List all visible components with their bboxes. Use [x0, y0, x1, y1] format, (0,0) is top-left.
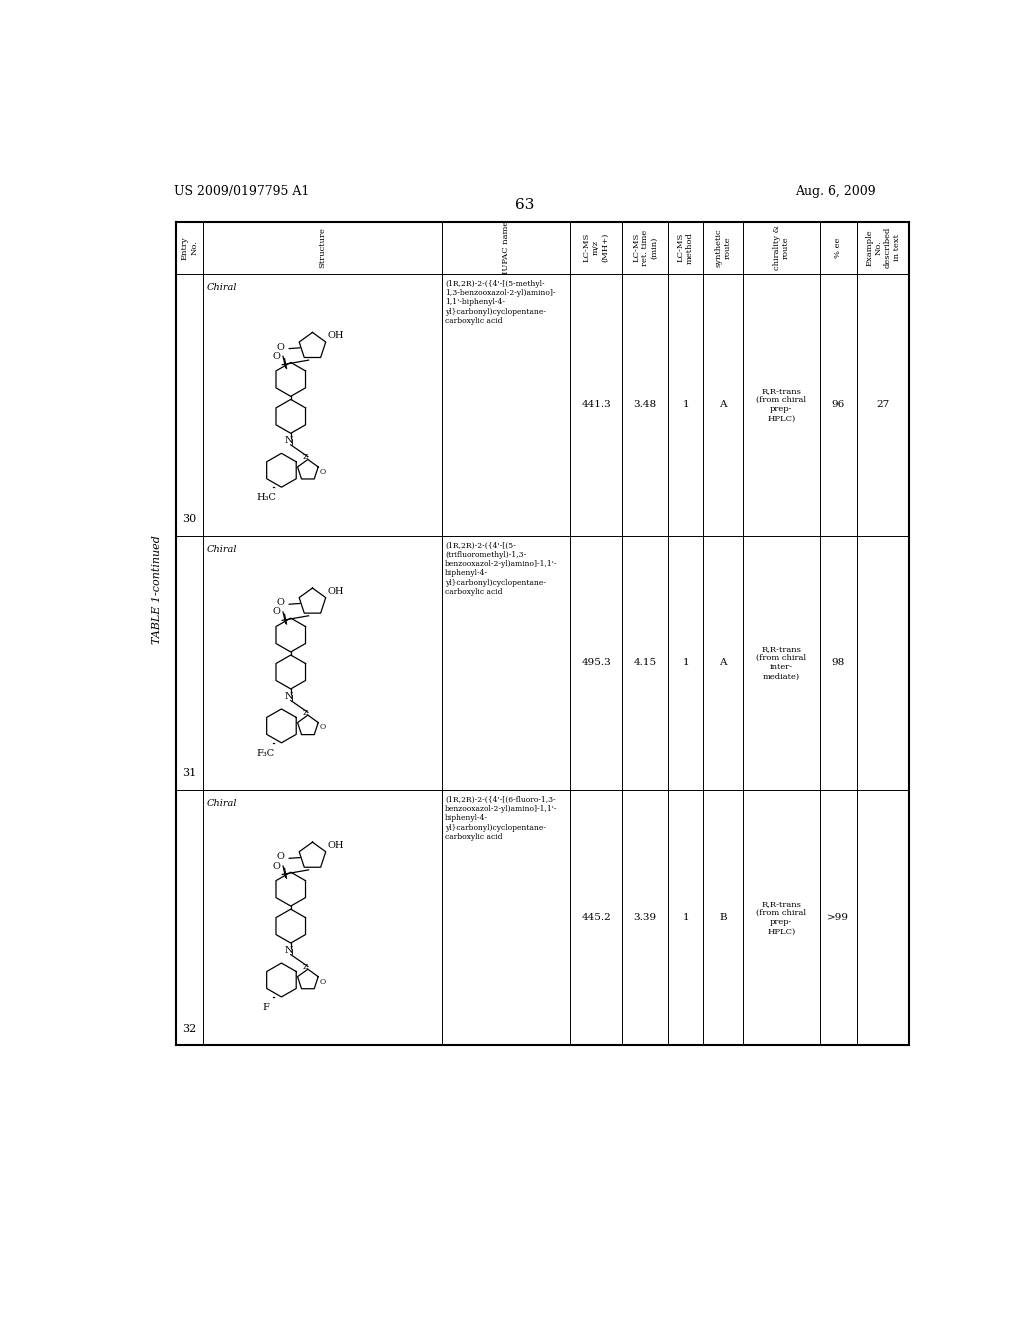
Text: F₃C: F₃C [257, 748, 275, 758]
Text: O: O [276, 343, 285, 351]
Text: H₃C: H₃C [256, 494, 275, 503]
Text: Chiral: Chiral [207, 284, 238, 292]
Text: 98: 98 [831, 659, 845, 667]
Text: A: A [719, 400, 727, 409]
Text: (1R,2R)-2-({4'-[(6-fluoro-1,3-
benzooxazol-2-yl)amino]-1,1'-
biphenyl-4-
yl}carb: (1R,2R)-2-({4'-[(6-fluoro-1,3- benzooxaz… [445, 796, 557, 841]
Text: A: A [719, 659, 727, 667]
Text: >99: >99 [827, 913, 849, 923]
Text: 32: 32 [182, 1024, 197, 1034]
Text: O: O [272, 352, 280, 360]
Text: (1R,2R)-2-({4'-[(5-methyl-
1,3-benzooxazol-2-yl)amino]-
1,1'-biphenyl-4-
yl}carb: (1R,2R)-2-({4'-[(5-methyl- 1,3-benzooxaz… [445, 280, 555, 325]
Text: O: O [272, 607, 280, 616]
Text: R,R-trans
(from chiral
inter-
mediate): R,R-trans (from chiral inter- mediate) [757, 645, 806, 681]
Text: Example
No.
described
in text: Example No. described in text [865, 227, 901, 268]
Text: IUPAC name: IUPAC name [502, 220, 510, 275]
Text: 3.39: 3.39 [634, 913, 656, 923]
Text: 30: 30 [182, 515, 197, 524]
Text: Z: Z [303, 453, 308, 461]
Text: LC-MS
m/z
(MH+): LC-MS m/z (MH+) [583, 234, 609, 263]
Text: 96: 96 [831, 400, 845, 409]
Text: O: O [319, 978, 326, 986]
Text: 4.15: 4.15 [634, 659, 656, 667]
Text: N: N [285, 946, 293, 956]
Text: LC-MS
ret. time
(min): LC-MS ret. time (min) [632, 230, 658, 265]
Text: 31: 31 [182, 768, 197, 779]
Text: N: N [285, 437, 293, 445]
Text: 1: 1 [682, 400, 689, 409]
Text: B: B [719, 913, 727, 923]
Text: OH: OH [328, 331, 344, 341]
Text: O: O [276, 853, 285, 861]
Text: O: O [272, 862, 280, 870]
Text: Structure: Structure [318, 227, 327, 268]
Text: synthetic
route: synthetic route [714, 228, 731, 267]
Text: 63: 63 [515, 198, 535, 213]
Text: TABLE 1-continued: TABLE 1-continued [153, 535, 163, 644]
Text: LC-MS
method: LC-MS method [677, 232, 694, 264]
Text: 1: 1 [682, 659, 689, 667]
Text: chirality &
route: chirality & route [773, 226, 790, 271]
Text: 27: 27 [877, 400, 890, 409]
Text: R,R-trans
(from chiral
prep-
HPLC): R,R-trans (from chiral prep- HPLC) [757, 900, 806, 936]
Text: US 2009/0197795 A1: US 2009/0197795 A1 [174, 185, 310, 198]
Text: 441.3: 441.3 [582, 400, 611, 409]
Text: (1R,2R)-2-({4'-[(5-
(trifluoromethyl)-1,3-
benzooxazol-2-yl)amino]-1,1'-
bipheny: (1R,2R)-2-({4'-[(5- (trifluoromethyl)-1,… [445, 543, 557, 595]
Text: R,R-trans
(from chiral
prep-
HPLC): R,R-trans (from chiral prep- HPLC) [757, 387, 806, 422]
Text: OH: OH [328, 587, 344, 595]
Text: Z: Z [303, 962, 308, 970]
Text: F: F [262, 1003, 269, 1012]
Text: 3.48: 3.48 [634, 400, 656, 409]
Text: 495.3: 495.3 [582, 659, 611, 667]
Text: Z: Z [303, 709, 308, 717]
Text: N: N [285, 692, 293, 701]
Text: Entry
No.: Entry No. [181, 236, 199, 260]
Text: % ee: % ee [835, 238, 843, 257]
Text: O: O [276, 598, 285, 607]
Text: 1: 1 [682, 913, 689, 923]
Text: O: O [319, 467, 326, 475]
Text: Chiral: Chiral [207, 545, 238, 554]
Text: OH: OH [328, 841, 344, 850]
Text: O: O [319, 723, 326, 731]
Text: 445.2: 445.2 [582, 913, 611, 923]
Text: Chiral: Chiral [207, 799, 238, 808]
Text: Aug. 6, 2009: Aug. 6, 2009 [796, 185, 876, 198]
